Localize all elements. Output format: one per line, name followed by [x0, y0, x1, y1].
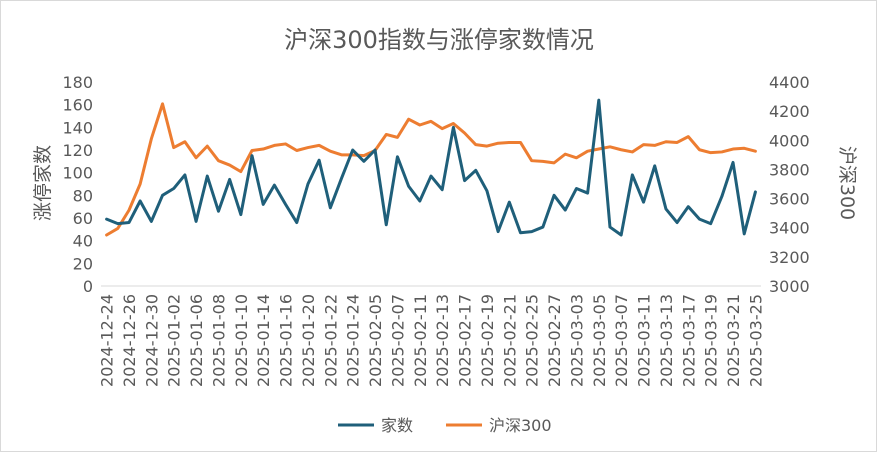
legend-item-hs300[interactable]: 沪深300 — [446, 416, 552, 435]
legend-item-jiashu[interactable]: 家数 — [338, 416, 413, 435]
y-right-tick-label: 3000 — [769, 277, 810, 296]
x-axis: 2024-12-24 2024-12-26 2024-12-30 2025-01-02… — [98, 294, 766, 387]
y-left-tick-label: 20 — [73, 254, 93, 273]
legend-label-jiashu: 家数 — [381, 416, 413, 435]
y-axis-right-title: 沪深300 — [836, 146, 858, 220]
x-tick-label: 2025-03-25 — [746, 294, 765, 387]
x-tick-label: 2025-03-05 — [590, 294, 609, 387]
x-tick-label: 2024-12-30 — [142, 294, 161, 387]
x-tick-label: 2025-03-17 — [679, 294, 698, 387]
x-tick-label: 2024-12-26 — [120, 294, 139, 387]
legend: 家数 沪深300 — [338, 416, 552, 435]
y-right-tick-label: 4000 — [769, 131, 810, 150]
plot-area — [105, 98, 757, 237]
y-right-tick-label: 3400 — [769, 219, 810, 238]
y-axis-left: 0 20 40 60 80 100 120 140 160 180 — [62, 73, 93, 296]
x-tick-label: 2025-03-07 — [612, 294, 631, 387]
y-left-tick-label: 80 — [73, 186, 93, 205]
x-tick-label: 2025-01-06 — [187, 294, 206, 387]
x-tick-label: 2025-01-10 — [232, 294, 251, 387]
y-right-tick-label: 3600 — [769, 190, 810, 209]
y-left-tick-label: 0 — [83, 277, 93, 296]
y-left-tick-label: 180 — [62, 73, 93, 92]
y-right-tick-label: 4200 — [769, 102, 810, 121]
x-tick-label: 2025-01-08 — [209, 294, 228, 387]
x-tick-label: 2025-03-03 — [567, 294, 586, 387]
x-tick-label: 2025-02-13 — [433, 294, 452, 387]
x-tick-label: 2025-02-05 — [366, 294, 385, 387]
series-line-jiashu — [105, 98, 757, 237]
x-tick-label: 2025-03-11 — [635, 294, 654, 387]
y-axis-right: 3000 3200 3400 3600 3800 4000 4200 4400 — [769, 73, 810, 296]
y-left-tick-label: 100 — [62, 164, 93, 183]
y-right-tick-label: 3800 — [769, 160, 810, 179]
x-tick-label: 2025-02-07 — [388, 294, 407, 387]
legend-label-hs300: 沪深300 — [489, 416, 552, 435]
x-tick-label: 2025-01-24 — [344, 294, 363, 387]
x-tick-label: 2025-02-27 — [545, 294, 564, 387]
x-tick-label: 2025-02-21 — [500, 294, 519, 387]
y-left-tick-label: 120 — [62, 141, 93, 160]
y-left-tick-label: 40 — [73, 232, 93, 251]
x-tick-label: 2025-01-16 — [277, 294, 296, 387]
y-left-tick-label: 160 — [62, 96, 93, 115]
x-tick-label: 2025-02-25 — [523, 294, 542, 387]
chart-title: 沪深300指数与涨停家数情况 — [284, 26, 594, 54]
x-tick-label: 2025-01-02 — [165, 294, 184, 387]
x-tick-label: 2025-01-14 — [254, 294, 273, 387]
x-tick-label: 2024-12-24 — [98, 294, 117, 387]
x-tick-label: 2025-02-17 — [456, 294, 475, 387]
x-tick-label: 2025-02-11 — [411, 294, 430, 387]
x-tick-label: 2025-03-19 — [702, 294, 721, 387]
x-tick-label: 2025-01-22 — [321, 294, 340, 387]
y-right-tick-label: 3200 — [769, 248, 810, 267]
y-left-tick-label: 140 — [62, 118, 93, 137]
y-right-tick-label: 4400 — [769, 73, 810, 92]
x-tick-label: 2025-02-19 — [478, 294, 497, 387]
y-left-tick-label: 60 — [73, 209, 93, 228]
series-line-hs300 — [105, 102, 757, 237]
x-tick-label: 2025-03-21 — [724, 294, 743, 387]
x-tick-label: 2025-01-20 — [299, 294, 318, 387]
y-axis-left-title: 涨停家数 — [32, 145, 54, 221]
x-tick-label: 2025-03-13 — [657, 294, 676, 387]
